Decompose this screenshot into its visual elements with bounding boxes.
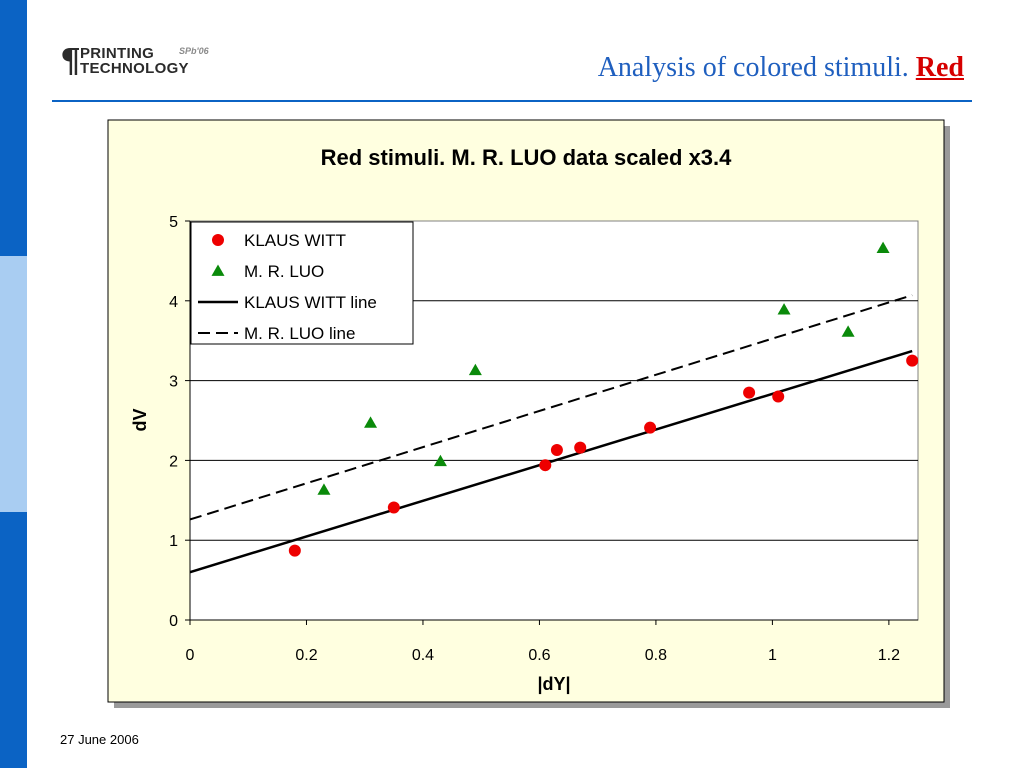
legend: KLAUS WITT M. R. LUO KLAUS WITT line M. R. … [190, 221, 414, 345]
axes [185, 220, 918, 625]
y-tick-label: 3 [169, 374, 178, 391]
luo-point [876, 241, 890, 254]
luo-point [317, 483, 331, 495]
klaus-witt-point [539, 459, 552, 472]
y-tick-label: 2 [169, 453, 178, 470]
pilcrow-icon: ¶ [60, 41, 81, 80]
logo-line1: PRINTING [80, 45, 155, 62]
klaus-witt-point [288, 544, 301, 557]
legend-marker-swatch [211, 264, 225, 276]
klaus-witt-point [550, 444, 563, 457]
x-tick-label: 1 [768, 647, 777, 664]
klaus-witt-point [387, 501, 400, 514]
logo-tag: SPb'06 [179, 46, 209, 56]
legend-label: KLAUS WITT [244, 231, 346, 250]
slide-title: Analysis of colored stimuli. Red [598, 50, 964, 86]
klaus-witt-trend-line [190, 349, 913, 574]
y-axis-label: dV [130, 408, 150, 431]
chart-title: Red stimuli. M. R. LUO data scaled x3.4 [321, 145, 733, 170]
x-tick-labels: 0 0.2 0.4 0.6 0.8 1 1.2 [186, 647, 901, 664]
x-tick-label: 0.6 [528, 647, 550, 664]
x-tick-label: 0.8 [645, 647, 667, 664]
legend-label: KLAUS WITT line [244, 293, 377, 312]
x-tick-label: 1.2 [878, 647, 900, 664]
y-tick-labels: 0 1 2 3 4 5 [169, 214, 178, 630]
luo-point [433, 454, 447, 467]
slide-title-highlight: Red [915, 52, 964, 83]
legend-box [190, 221, 414, 345]
klaus-witt-point [906, 354, 919, 367]
title-divider [52, 100, 972, 102]
luo-point [468, 363, 482, 376]
legend-label: M. R. LUO line [244, 324, 355, 343]
x-tick-label: 0.2 [295, 647, 317, 664]
luo-point [841, 325, 855, 337]
y-tick-label: 4 [169, 294, 178, 311]
legend-label: M. R. LUO [244, 262, 324, 281]
luo-point [777, 303, 791, 315]
y-tick-label: 5 [169, 214, 178, 231]
y-tick-label: 0 [169, 613, 178, 630]
trend-lines [190, 294, 913, 574]
luo-trend-line [190, 294, 913, 521]
klaus-witt-point [743, 386, 756, 399]
x-tick-label: 0.4 [412, 647, 434, 664]
x-axis-label: |dY| [537, 674, 570, 694]
klaus-witt-point [574, 441, 587, 454]
printing-technology-logo: ¶ PRINTING TECHNOLOGY SPb'06 [60, 41, 230, 80]
klaus-witt-point [772, 390, 785, 403]
luo-point [364, 416, 378, 428]
side-bar-accent [0, 256, 27, 512]
slide-title-main: Analysis of colored stimuli. [597, 52, 909, 83]
logo-line2: TECHNOLOGY [80, 60, 189, 77]
data-points [288, 241, 919, 557]
footer-date: 27 June 2006 [60, 732, 139, 747]
klaus-witt-point [644, 421, 657, 434]
legend-marker-swatch [212, 234, 224, 246]
x-tick-label: 0 [186, 647, 195, 664]
y-tick-label: 1 [169, 533, 178, 550]
